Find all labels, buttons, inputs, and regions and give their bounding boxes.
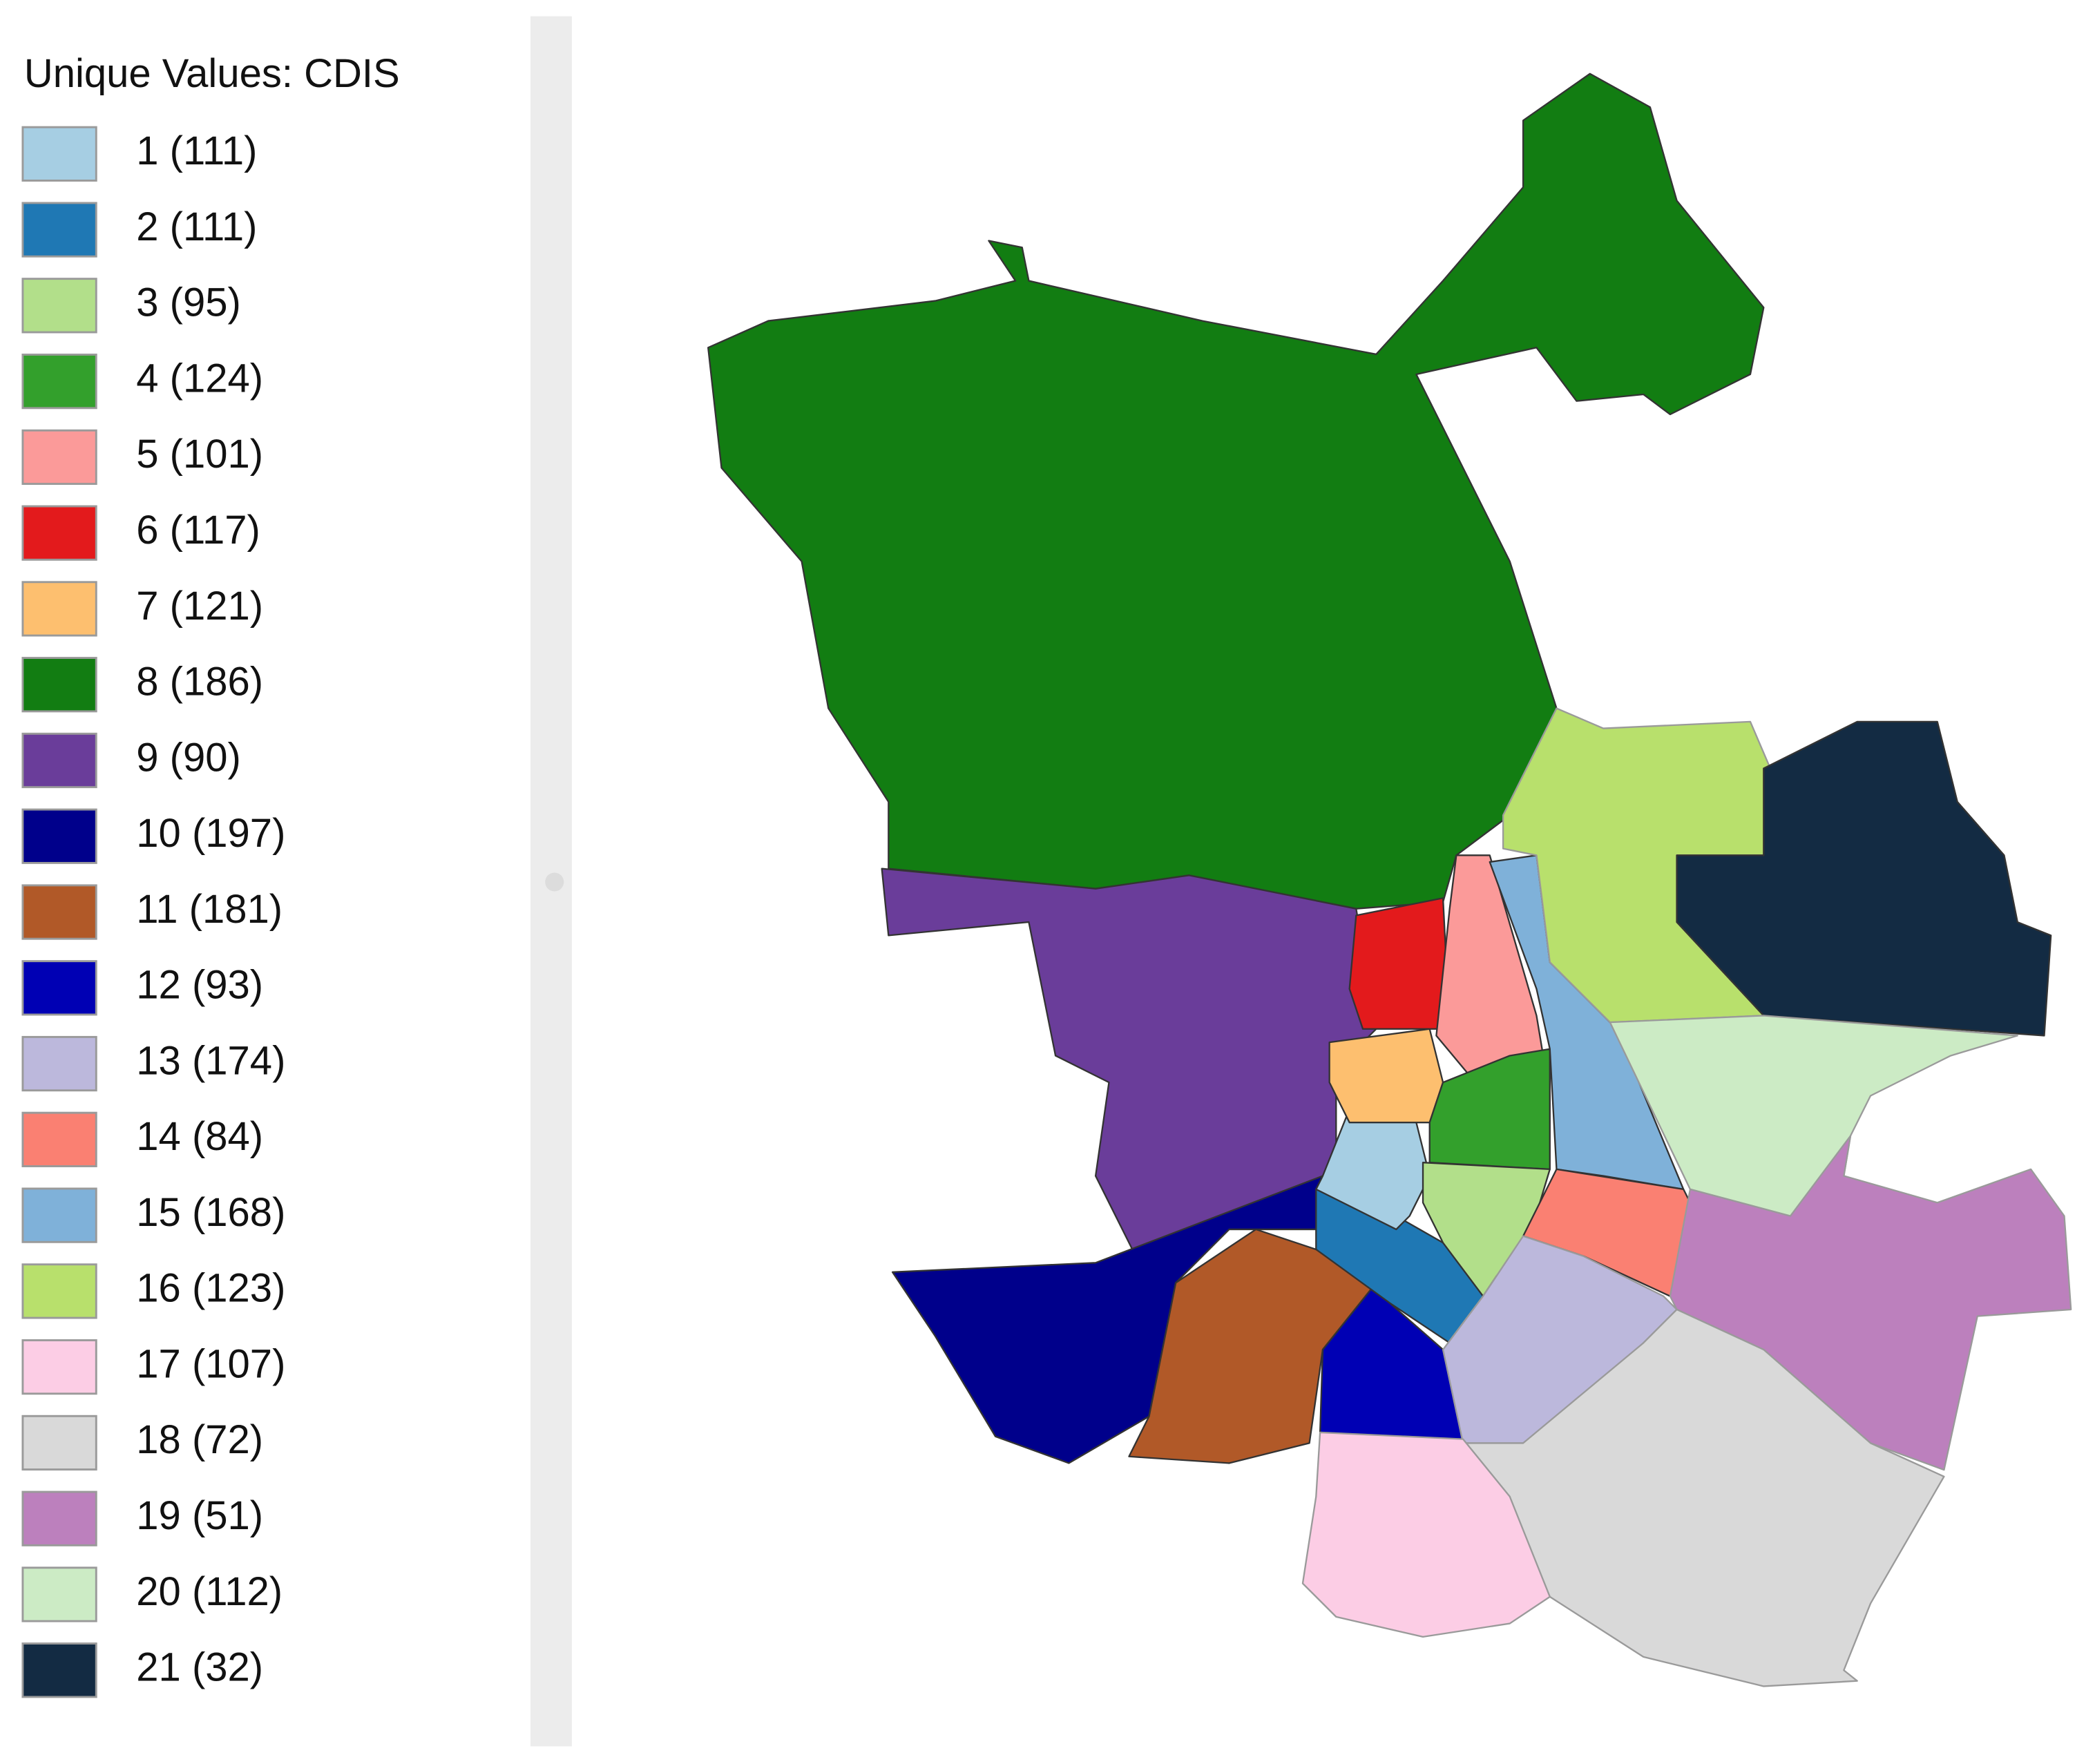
splitter-handle[interactable] <box>545 872 564 892</box>
legend-label: 8 (186) <box>136 660 263 704</box>
legend-label: 16 (123) <box>136 1266 285 1311</box>
legend-swatch <box>21 808 97 864</box>
legend-swatch <box>21 353 97 410</box>
legend-label: 7 (121) <box>136 584 263 629</box>
district[interactable] <box>1128 1228 1377 1464</box>
legend-swatch <box>21 884 97 940</box>
legend-swatch <box>21 1035 97 1092</box>
legend-swatch <box>21 1642 97 1698</box>
legend-swatch <box>21 960 97 1016</box>
district[interactable] <box>1328 1028 1444 1124</box>
legend-label: 6 (117) <box>136 508 260 553</box>
legend-label: 11 (181) <box>136 887 283 932</box>
legend-label: 4 (124) <box>136 356 263 401</box>
legend-label: 3 (95) <box>136 280 241 325</box>
legend-swatch <box>21 1111 97 1167</box>
legend-label: 21 (32) <box>136 1645 263 1690</box>
legend-swatch <box>21 581 97 637</box>
legend-swatch <box>21 1566 97 1622</box>
legend-swatch <box>21 278 97 334</box>
legend-label: 20 (112) <box>136 1569 283 1614</box>
legend-swatch <box>21 505 97 561</box>
legend-label: 19 (51) <box>136 1493 263 1538</box>
legend-swatch <box>21 1415 97 1471</box>
legend-swatch <box>21 202 97 258</box>
legend-swatch <box>21 732 97 789</box>
legend-title: Unique Values: CDIS <box>24 51 400 96</box>
map <box>707 73 2072 1687</box>
legend-label: 13 (174) <box>136 1038 285 1083</box>
legend-label: 5 (101) <box>136 432 263 477</box>
legend-swatch <box>21 1339 97 1395</box>
legend-swatch <box>21 429 97 486</box>
district[interactable] <box>1435 854 1544 1077</box>
legend: 1 (111) 2 (111) 3 (95) 4 (124) 5 (101) 6 (117… <box>21 126 285 1698</box>
district[interactable] <box>1462 1308 1945 1687</box>
district[interactable] <box>1301 1431 1551 1638</box>
legend-label: 14 (84) <box>136 1114 263 1159</box>
legend-swatch <box>21 1263 97 1319</box>
legend-label: 2 (111) <box>136 204 257 249</box>
legend-label: 10 (197) <box>136 811 285 856</box>
legend-label: 17 (107) <box>136 1341 285 1386</box>
legend-swatch <box>21 1187 97 1243</box>
legend-label: 1 (111) <box>136 128 257 173</box>
legend-label: 15 (168) <box>136 1190 285 1235</box>
district[interactable] <box>1676 720 2052 1037</box>
legend-label: 12 (93) <box>136 963 263 1008</box>
legend-swatch <box>21 126 97 182</box>
district[interactable] <box>1348 897 1451 1030</box>
legend-swatch <box>21 1490 97 1546</box>
legend-swatch <box>21 657 97 713</box>
legend-label: 9 (90) <box>136 735 241 780</box>
legend-label: 18 (72) <box>136 1417 263 1462</box>
